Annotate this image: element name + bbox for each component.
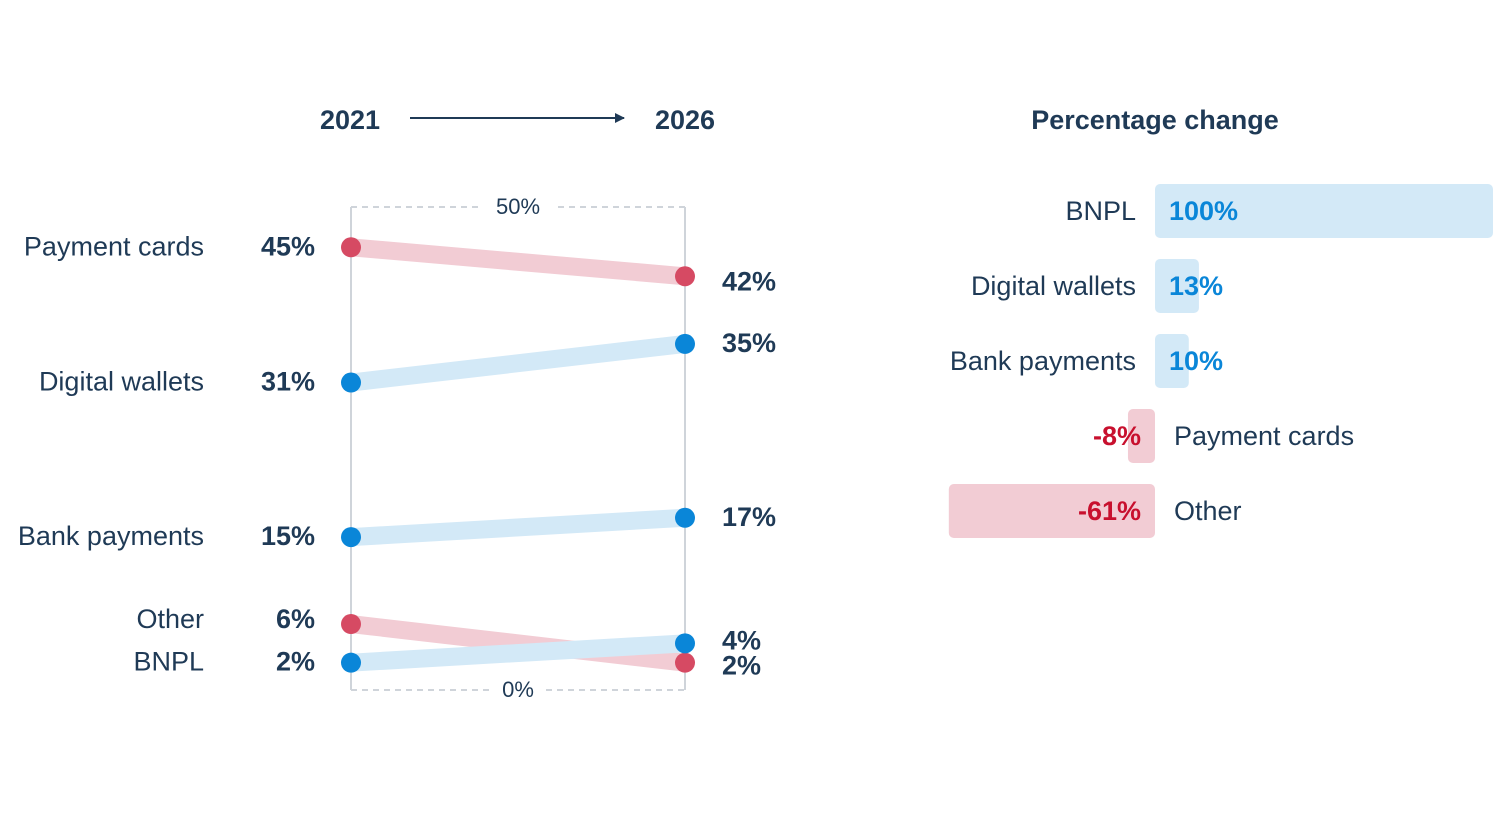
slope-axis-frame: 50% 0% [350, 194, 686, 702]
slope-category-label-digital-wallets: Digital wallets [39, 367, 204, 397]
change-category-label-bank-payments: Bank payments [950, 346, 1136, 376]
slope-end-value-bnpl: 4% [722, 625, 761, 655]
change-value-label-digital-wallets: 13% [1169, 271, 1223, 301]
change-category-label-digital-wallets: Digital wallets [971, 271, 1136, 301]
slope-category-label-payment-cards: Payment cards [24, 231, 204, 261]
slope-band-bank-payments [350, 508, 686, 547]
slope-dot-start-bank-payments [341, 527, 361, 548]
change-bar-digital-wallets [1155, 259, 1199, 313]
slope-dot-start-digital-wallets [341, 372, 361, 393]
slope-dot-end-bank-payments [675, 507, 695, 528]
slope-start-value-payment-cards: 45% [261, 231, 315, 261]
change-value-label-bnpl: 100% [1169, 196, 1238, 226]
slope-band-bnpl [350, 634, 686, 672]
slope-band-digital-wallets [349, 334, 687, 392]
slope-end-value-other: 2% [722, 651, 761, 681]
slope-dot-start-bnpl [341, 652, 361, 673]
slope-dot-end-other [675, 652, 695, 673]
slope-category-label-bnpl: BNPL [133, 647, 204, 677]
change-value-label-payment-cards: -8% [1093, 421, 1141, 451]
change-category-label-bnpl: BNPL [1065, 196, 1136, 226]
change-bar-other [948, 484, 1155, 538]
slope-start-year: 2021 [320, 105, 380, 135]
slope-band-payment-cards [350, 238, 686, 286]
change-value-label-bank-payments: 10% [1169, 346, 1223, 376]
change-bars: 100% BNPL 13% Digital wallets 10% Bank paymen… [948, 184, 1493, 538]
slope-start-value-digital-wallets: 31% [261, 367, 315, 397]
slope-category-label-bank-payments: Bank payments [18, 521, 204, 551]
slope-start-value-other: 6% [276, 604, 315, 634]
axis-top-label: 50% [496, 194, 540, 219]
slope-start-value-bank-payments: 15% [261, 521, 315, 551]
slope-dot-end-digital-wallets [675, 333, 695, 354]
slope-end-value-payment-cards: 42% [722, 266, 776, 296]
slope-labels: Payment cards 45% 42% Digital wallets 31% 35%… [18, 231, 776, 680]
change-category-label-other: Other [1174, 496, 1242, 526]
slope-category-label-other: Other [136, 604, 204, 634]
slope-start-value-bnpl: 2% [276, 647, 315, 677]
change-bar-bank-payments [1155, 334, 1189, 388]
slope-dot-start-payment-cards [341, 237, 361, 258]
slope-end-year: 2026 [655, 105, 715, 135]
slope-dot-end-bnpl [675, 633, 695, 654]
slope-end-value-digital-wallets: 35% [722, 328, 776, 358]
change-chart-title: Percentage change [1031, 105, 1279, 135]
slope-bands [349, 238, 687, 672]
slope-band-other [349, 615, 687, 672]
slope-dot-start-other [341, 614, 361, 635]
change-bar-bnpl [1155, 184, 1493, 238]
change-value-label-other: -61% [1078, 496, 1141, 526]
axis-bottom-label: 0% [502, 677, 534, 702]
change-category-label-payment-cards: Payment cards [1174, 421, 1354, 451]
slope-dots [341, 237, 695, 673]
slope-end-value-bank-payments: 17% [722, 502, 776, 532]
slope-dot-end-payment-cards [675, 266, 695, 287]
change-bar-payment-cards [1127, 409, 1155, 463]
